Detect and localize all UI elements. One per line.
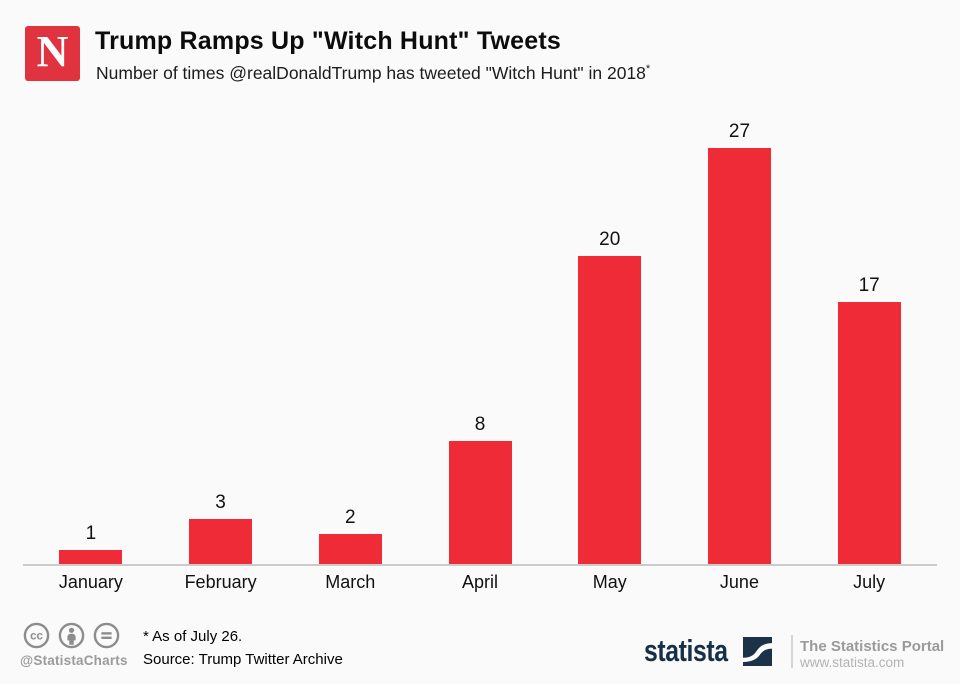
- bar-january: [59, 549, 123, 565]
- statista-portal-label: The Statistics Portal: [800, 638, 945, 655]
- chart-title: Trump Ramps Up "Witch Hunt" Tweets: [95, 27, 561, 55]
- bar-march: [318, 534, 382, 565]
- category-label-january: January: [58, 572, 123, 592]
- bar-column-april: 8: [415, 100, 545, 565]
- source-text: Source: Trump Twitter Archive: [143, 651, 343, 668]
- category-label-may: May: [592, 572, 627, 592]
- x-axis-category-labels: January February March April May June July: [26, 572, 934, 593]
- svg-text:cc: cc: [30, 631, 43, 643]
- bar-column-june: 27: [675, 100, 805, 565]
- footer-divider: [791, 635, 793, 668]
- value-label-january: 1: [85, 522, 97, 544]
- category-label-july: July: [853, 572, 886, 592]
- category-label-april: April: [462, 572, 499, 592]
- category-label-june: June: [719, 572, 759, 592]
- creative-commons-icons: cc: [23, 622, 120, 649]
- bar-may: [578, 256, 642, 565]
- category-label-march: March: [325, 572, 376, 592]
- bar-column-july: 17: [804, 100, 934, 565]
- bar-column-may: 20: [545, 100, 675, 565]
- value-label-july: 17: [858, 275, 880, 297]
- value-label-march: 2: [345, 507, 356, 529]
- bar-february: [189, 518, 253, 565]
- value-label-june: 27: [728, 120, 751, 142]
- chart-subtitle: Number of times @realDonaldTrump has twe…: [96, 63, 650, 84]
- bar-column-january: 1: [26, 100, 156, 565]
- no-derivatives-icon: [93, 622, 120, 649]
- cc-icon: cc: [23, 622, 50, 649]
- bar-april: [448, 441, 512, 565]
- chart-subtitle-text: Number of times @realDonaldTrump has twe…: [96, 63, 646, 83]
- footnote-text: * As of July 26.: [143, 628, 243, 645]
- statista-logo-icon: [743, 637, 772, 671]
- bar-column-february: 3: [156, 100, 286, 565]
- value-label-may: 20: [599, 229, 621, 250]
- value-label-february: 3: [215, 491, 226, 513]
- footnote-marker: *: [645, 63, 651, 76]
- statista-url: www.statista.com: [800, 655, 905, 670]
- statista-charts-handle: @StatistaCharts: [20, 653, 128, 668]
- x-axis-line: [23, 564, 937, 566]
- statista-wordmark: statista: [644, 633, 728, 668]
- category-label-february: February: [184, 572, 257, 592]
- bar-july: [837, 302, 901, 565]
- bar-chart-plot-area: 1 3 2 8 20 27 17: [26, 100, 934, 565]
- newsweek-logo: N: [25, 26, 80, 81]
- bar-column-march: 2: [285, 100, 415, 565]
- bar-june: [707, 147, 771, 565]
- value-label-april: 8: [474, 414, 486, 436]
- newsweek-logo-letter: N: [36, 27, 69, 76]
- attribution-icon: [58, 622, 85, 649]
